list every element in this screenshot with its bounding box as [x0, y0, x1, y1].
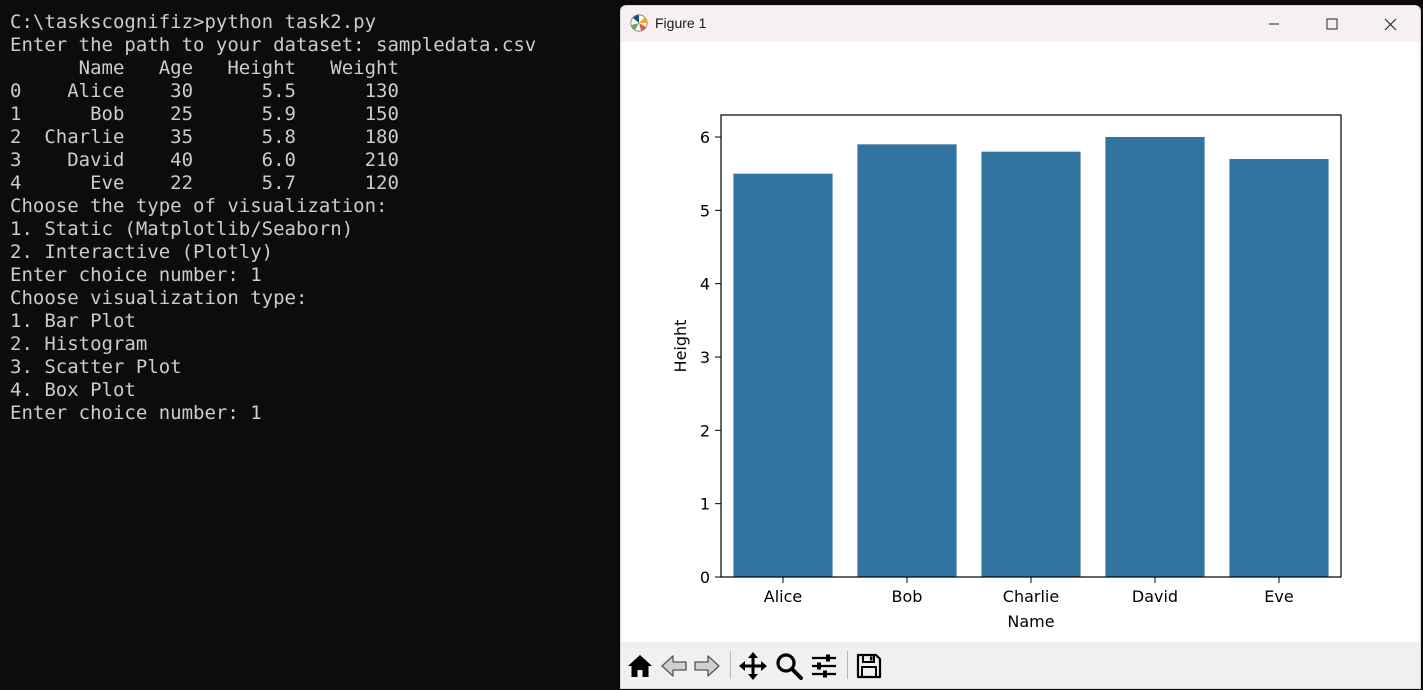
terminal-line: C:\taskscognifiz>python task2.py — [10, 11, 377, 33]
terminal-line: 2. Interactive (Plotly) — [10, 241, 274, 263]
x-axis-label: Name — [1007, 612, 1054, 631]
x-tick-label: David — [1132, 587, 1178, 606]
close-button[interactable] — [1361, 6, 1419, 42]
x-tick-label: Charlie — [1003, 587, 1059, 606]
terminal-line: 2. Histogram — [10, 333, 148, 355]
close-icon — [1384, 18, 1396, 30]
y-tick-label: 2 — [700, 421, 710, 440]
terminal-line: 1. Bar Plot — [10, 310, 136, 332]
terminal-line: 1 Bob 25 5.9 150 — [10, 103, 399, 125]
forward-button[interactable] — [691, 650, 723, 682]
terminal-line: 4 Eve 22 5.7 120 — [10, 172, 399, 194]
save-floppy-icon — [856, 653, 882, 679]
terminal-window[interactable]: C:\taskscognifiz>python task2.py Enter t… — [0, 0, 620, 690]
home-button[interactable] — [624, 650, 656, 682]
figure-window[interactable]: Figure 1 0 1 2 3 4 5 6 Alice Bob Charlie David Eve N… — [620, 5, 1421, 689]
bar-eve — [1229, 159, 1329, 577]
terminal-line: 0 Alice 30 5.5 130 — [10, 80, 399, 102]
window-title: Figure 1 — [655, 15, 707, 31]
matplotlib-logo-icon — [630, 14, 648, 32]
bar-alice — [733, 173, 833, 577]
toolbar-separator — [730, 651, 731, 679]
terminal-line: Choose the type of visualization: — [10, 195, 388, 217]
pan-button[interactable] — [737, 650, 769, 682]
figure-canvas[interactable]: 0 1 2 3 4 5 6 Alice Bob Charlie David Eve Name Height — [621, 42, 1420, 642]
bar-david — [1105, 137, 1205, 577]
save-button[interactable] — [853, 650, 885, 682]
terminal-line: Enter the path to your dataset: sampleda… — [10, 34, 537, 56]
y-tick-label: 0 — [700, 568, 710, 587]
terminal-line: Choose visualization type: — [10, 287, 308, 309]
maximize-button[interactable] — [1303, 6, 1361, 42]
x-tick-label: Alice — [764, 587, 802, 606]
x-tick-label: Bob — [892, 587, 923, 606]
configure-subplots-button[interactable] — [808, 650, 840, 682]
y-tick-label: 4 — [700, 275, 710, 294]
y-tick-label: 5 — [700, 201, 710, 220]
toolbar-separator — [847, 651, 848, 679]
bar-chart: 0 1 2 3 4 5 6 Alice Bob Charlie David Eve Name Height — [671, 114, 1342, 631]
back-button[interactable] — [658, 650, 690, 682]
maximize-icon — [1326, 18, 1338, 30]
x-tick-label: Eve — [1264, 587, 1293, 606]
back-arrow-icon — [661, 655, 687, 677]
pan-move-icon — [739, 652, 767, 680]
title-bar[interactable]: Figure 1 — [621, 6, 1420, 42]
home-icon — [628, 655, 652, 677]
terminal-line: Enter choice number: 1 — [10, 402, 262, 424]
bar-charlie — [981, 151, 1081, 577]
terminal-output: C:\taskscognifiz>python task2.py Enter t… — [0, 0, 620, 425]
forward-arrow-icon — [694, 655, 720, 677]
terminal-line: Enter choice number: 1 — [10, 264, 262, 286]
navigation-toolbar — [621, 642, 1420, 688]
terminal-line: 2 Charlie 35 5.8 180 — [10, 126, 399, 148]
terminal-line: 3 David 40 6.0 210 — [10, 149, 399, 171]
y-tick-label: 6 — [700, 128, 710, 147]
y-tick-label: 1 — [700, 495, 710, 514]
y-tick-label: 3 — [700, 348, 710, 367]
terminal-line: Name Age Height Weight — [78, 57, 399, 79]
terminal-line: 4. Box Plot — [10, 379, 136, 401]
terminal-line: 1. Static (Matplotlib/Seaborn) — [10, 218, 354, 240]
terminal-line: 3. Scatter Plot — [10, 356, 182, 378]
minimize-icon — [1269, 23, 1279, 25]
zoom-button[interactable] — [773, 650, 805, 682]
minimize-button[interactable] — [1245, 6, 1303, 42]
configure-subplots-icon — [812, 654, 836, 678]
y-axis-label: Height — [671, 320, 690, 373]
bar-bob — [857, 144, 957, 577]
zoom-magnifier-icon — [776, 653, 803, 680]
